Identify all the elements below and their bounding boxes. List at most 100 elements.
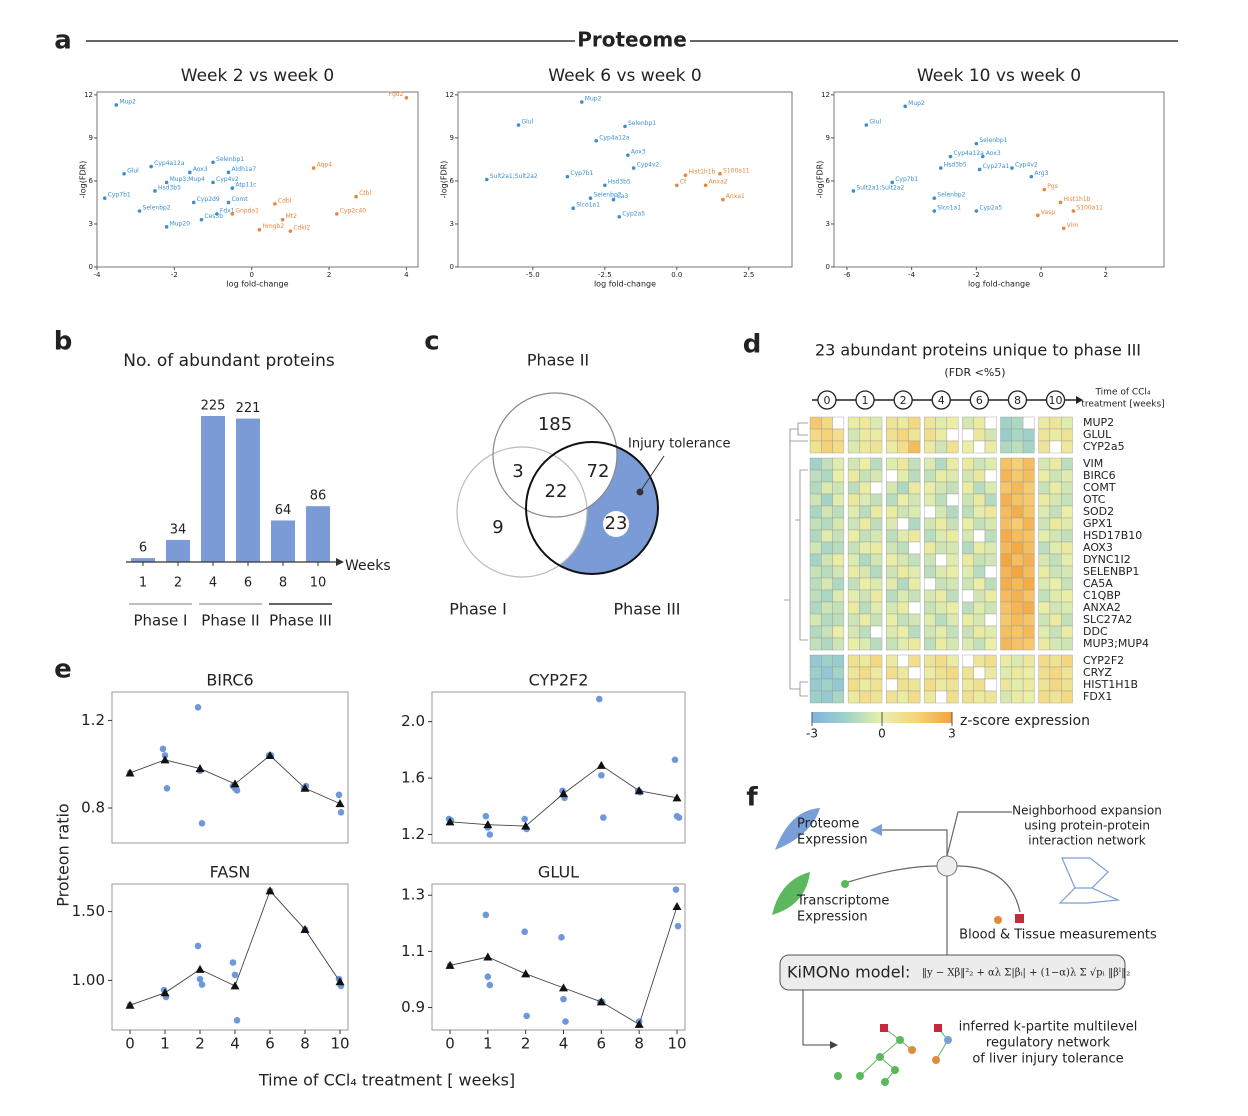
heat-cell	[1049, 625, 1062, 639]
point	[890, 180, 895, 185]
row-label: ANXA2	[1083, 601, 1121, 614]
point	[230, 212, 235, 216]
heat-cell	[1022, 601, 1035, 615]
heat-cell	[897, 440, 910, 454]
heat-cell	[946, 601, 959, 615]
heat-cell	[1038, 589, 1051, 603]
heat-cell	[870, 505, 883, 519]
heat-cell	[973, 601, 986, 615]
heat-cell	[1038, 517, 1051, 531]
venn-set	[525, 441, 659, 575]
heat-cell	[809, 577, 822, 591]
heat-cell	[1011, 481, 1024, 495]
heat-cell	[886, 440, 898, 454]
heat-cell	[908, 529, 921, 543]
x-tick-label: 2	[1104, 271, 1108, 279]
heat-cell	[870, 469, 883, 483]
heat-cell	[847, 589, 860, 603]
heat-cell	[1022, 440, 1035, 454]
point	[1036, 213, 1040, 218]
heat-cell	[1060, 517, 1073, 531]
point	[603, 183, 607, 188]
set-label: Phase III	[613, 600, 680, 619]
x-tick-label: 4	[559, 1035, 569, 1053]
x-tick-label: 2	[195, 1035, 205, 1053]
value-label: 86	[310, 489, 327, 504]
y-tick-label: 1.2	[401, 825, 425, 843]
heat-cell	[935, 613, 948, 627]
venn-mask	[457, 447, 587, 577]
heat-cell	[924, 440, 936, 454]
heat-cell	[821, 469, 833, 483]
heat-cell	[1000, 637, 1013, 651]
point-label: Hsd3b5	[944, 162, 967, 169]
heat-cell	[973, 457, 986, 471]
time-marker	[1007, 390, 1028, 410]
replicate-point	[159, 745, 167, 753]
y-tick-label: 12	[84, 91, 93, 99]
heat-cell	[897, 517, 910, 531]
heat-cell	[1038, 469, 1051, 483]
heat-cell	[984, 690, 997, 704]
point-label: Selenbp1	[628, 120, 656, 127]
heat-cell	[821, 666, 833, 680]
point-label: Aqp4	[317, 162, 333, 169]
heat-cell	[1000, 678, 1013, 692]
x-tick-label: 2	[521, 1035, 531, 1053]
x-tick-label: 0	[125, 1035, 135, 1053]
x-tick-label: -4	[908, 271, 916, 279]
heat-cell	[984, 625, 997, 639]
heat-cell	[1022, 577, 1035, 591]
heat-cell	[1000, 553, 1013, 567]
heat-cell	[924, 505, 936, 519]
heat-cell	[924, 690, 936, 704]
heat-cell	[821, 517, 833, 531]
point	[516, 123, 521, 127]
heat-cell	[859, 654, 871, 668]
heat-cell	[935, 678, 948, 692]
region-count: 9	[492, 517, 503, 538]
heat-cell	[847, 440, 860, 454]
x-axis-label: log fold-change	[594, 280, 656, 289]
heat-cell	[924, 678, 936, 692]
point-label: Selenbp1	[216, 156, 244, 163]
plot-title: BIRC6	[206, 671, 253, 690]
heat-cell	[973, 637, 986, 651]
heat-cell	[984, 457, 997, 471]
plot-frame	[431, 691, 686, 844]
heat-cell	[847, 565, 860, 579]
heat-cell	[946, 469, 959, 483]
heat-cell	[1038, 678, 1051, 692]
replicate-point	[672, 886, 680, 893]
heat-cell	[935, 541, 948, 555]
heat-cell	[1022, 541, 1035, 555]
arrow-head	[870, 824, 882, 836]
mean-marker	[634, 1019, 644, 1028]
point-label: Pgs	[1047, 183, 1058, 190]
heat-cell	[859, 625, 871, 639]
heat-cell	[897, 690, 910, 704]
heat-cell	[859, 601, 871, 615]
heat-cell	[1049, 469, 1062, 483]
heat-cell	[870, 601, 883, 615]
heat-cell	[886, 505, 898, 519]
expansion-label: interaction network	[1028, 834, 1145, 848]
heat-cell	[1000, 666, 1013, 680]
heat-cell	[897, 493, 910, 507]
heat-cell	[1038, 481, 1051, 495]
heat-cell	[832, 541, 845, 555]
heat-cell	[1011, 416, 1024, 430]
heat-cell	[973, 541, 986, 555]
heat-cell	[1038, 577, 1051, 591]
heat-cell	[1000, 481, 1013, 495]
x-tick-label: -6	[843, 271, 851, 279]
heat-cell	[809, 654, 822, 668]
point-label: Glul	[521, 118, 533, 125]
heat-cell	[1049, 457, 1062, 471]
y-axis-label: Proteon ratio	[54, 803, 73, 906]
heat-cell	[935, 565, 948, 579]
heat-cell	[1060, 440, 1073, 454]
heat-cell	[1022, 690, 1035, 704]
heat-cell	[1000, 577, 1013, 591]
point-label: Selenbp1	[979, 137, 1007, 144]
